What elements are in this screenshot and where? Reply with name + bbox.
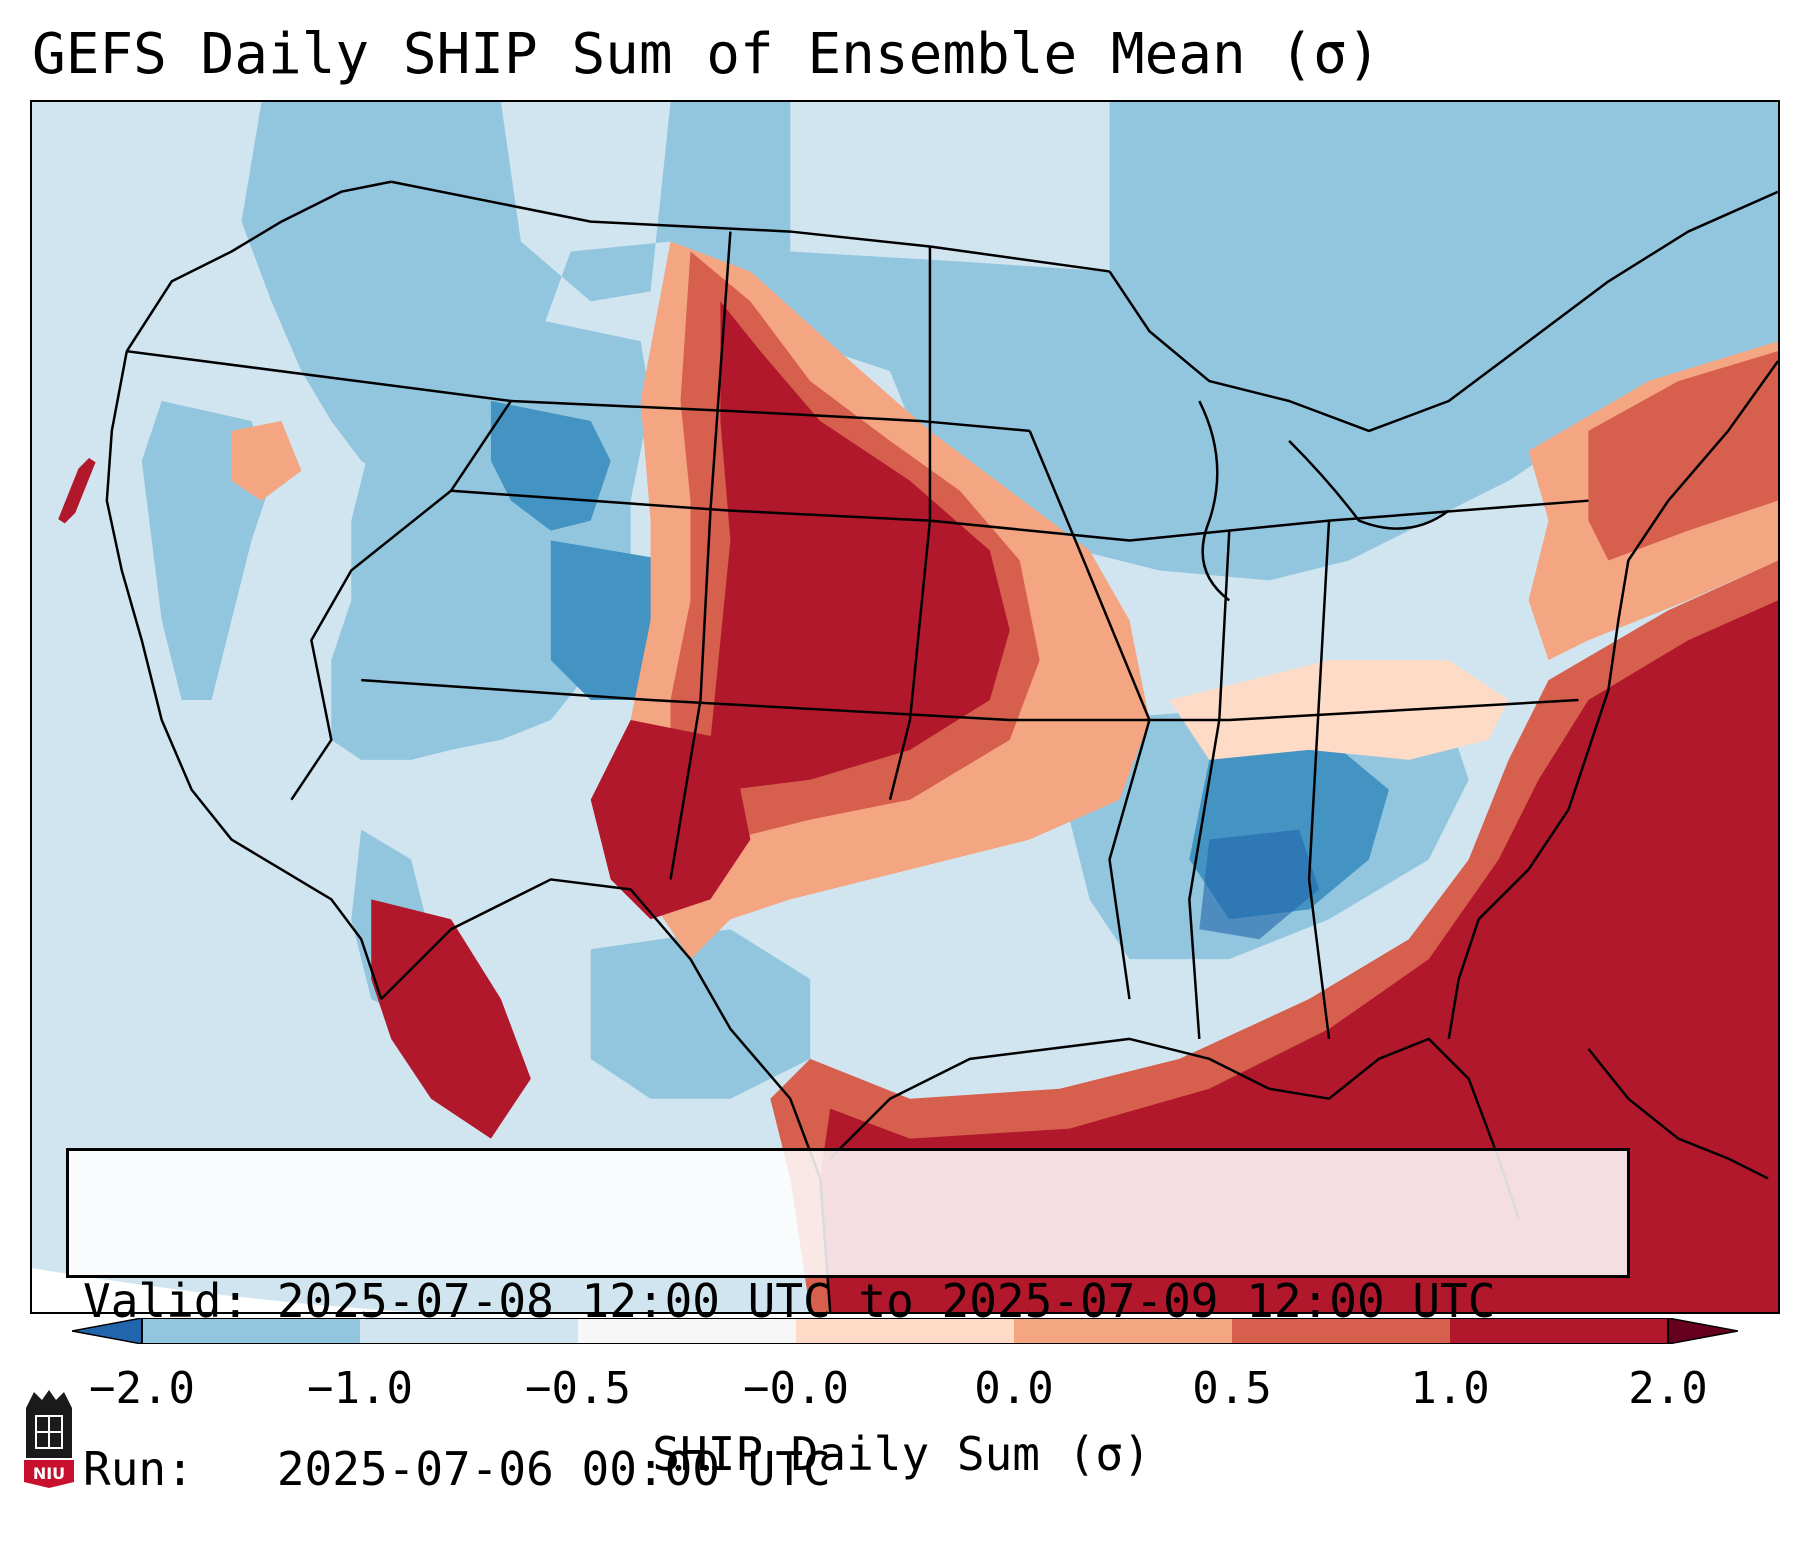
alabama-negative-core: [1199, 829, 1320, 940]
colorbar-tick-label: −2.0: [89, 1363, 195, 1414]
negative-anomaly-layer: [141, 102, 1778, 1099]
colorbar-outline: [141, 1318, 1669, 1344]
colorbar-tick-label: −0.0: [743, 1363, 849, 1414]
new-mexico-core-positive: [590, 719, 751, 920]
colorbar-under-arrow: [72, 1318, 143, 1344]
lake-michigan-shore: [1198, 400, 1231, 602]
north-south-border-3: [1028, 430, 1151, 1000]
colorbar-over-arrow: [1667, 1318, 1738, 1344]
caribbean-islands: [1587, 1048, 1769, 1180]
niu-logo: NIU: [24, 1390, 74, 1488]
colorbar-segment: [360, 1318, 579, 1344]
colorbar-segments: [72, 1318, 1738, 1344]
colorbar-tick-label: −1.0: [307, 1363, 413, 1414]
colorbar-segment: [578, 1318, 797, 1344]
chart-title: GEFS Daily SHIP Sum of Ensemble Mean (σ): [32, 22, 1381, 87]
sonora-core-positive: [371, 899, 531, 1139]
map-svg: [32, 102, 1778, 1312]
colorbar-tick-label: −0.5: [525, 1363, 631, 1414]
map-panel: [30, 100, 1780, 1314]
plains-core-positive: [710, 301, 1010, 790]
colorbar-label: SHIP Daily Sum (σ): [652, 1427, 1151, 1481]
run-time-text: Run: 2025-07-06 00:00 UTC: [83, 1442, 831, 1496]
southern-tier-border: [361, 678, 1579, 722]
colorbar-tick-label: 0.5: [1192, 1363, 1272, 1414]
colorbar-segment: [1450, 1318, 1669, 1344]
new-england-positive: [1588, 351, 1778, 561]
logo-red-base: [24, 1460, 74, 1488]
valid-run-info-box: Valid: 2025-07-08 12:00 UTC to 2025-07-0…: [66, 1148, 1630, 1496]
projection-edge: [32, 1268, 960, 1312]
colorbar-segment: [796, 1318, 1015, 1344]
pacific-positive-streak: [58, 457, 96, 524]
great-lakes-canada-border: [1108, 190, 1778, 433]
wyoming-strong-negative: [490, 401, 611, 531]
central-east-west-border: [450, 489, 1589, 542]
north-south-border-2: [888, 246, 932, 800]
positive-anomaly-layer: [58, 241, 1778, 1312]
north-south-border-5: [1307, 520, 1331, 1040]
colorbar-tick-label: 0.0: [974, 1363, 1054, 1414]
colorbar-segment: [1232, 1318, 1451, 1344]
colorbar-tick-label: 1.0: [1410, 1363, 1490, 1414]
atlantic-coast: [1447, 360, 1778, 1040]
colorbar-segment: [1014, 1318, 1233, 1344]
northern-plains-border: [510, 399, 1030, 433]
canada-border-west: [390, 180, 1110, 273]
lake-huron-erie-shore: [1288, 439, 1450, 530]
logo-text: NIU: [33, 1464, 65, 1483]
pacific-northwest-coast: [125, 180, 392, 352]
oregon-positive-blob: [231, 420, 302, 501]
west-coast: [105, 350, 383, 1000]
atlantic-gulf-core-positive: [820, 600, 1778, 1312]
north-central-negative: [241, 102, 1778, 581]
colorbar-segment: [142, 1318, 361, 1344]
colorbar-tick-label: 2.0: [1628, 1363, 1708, 1414]
boundary-lines: [105, 180, 1778, 1312]
north-south-border-4: [1188, 530, 1231, 1039]
north-south-border-1: [669, 231, 732, 880]
ohio-valley-weak-positive: [1169, 660, 1509, 760]
colorbar: [72, 1318, 1738, 1344]
gulf-coast: [829, 1037, 1520, 1219]
